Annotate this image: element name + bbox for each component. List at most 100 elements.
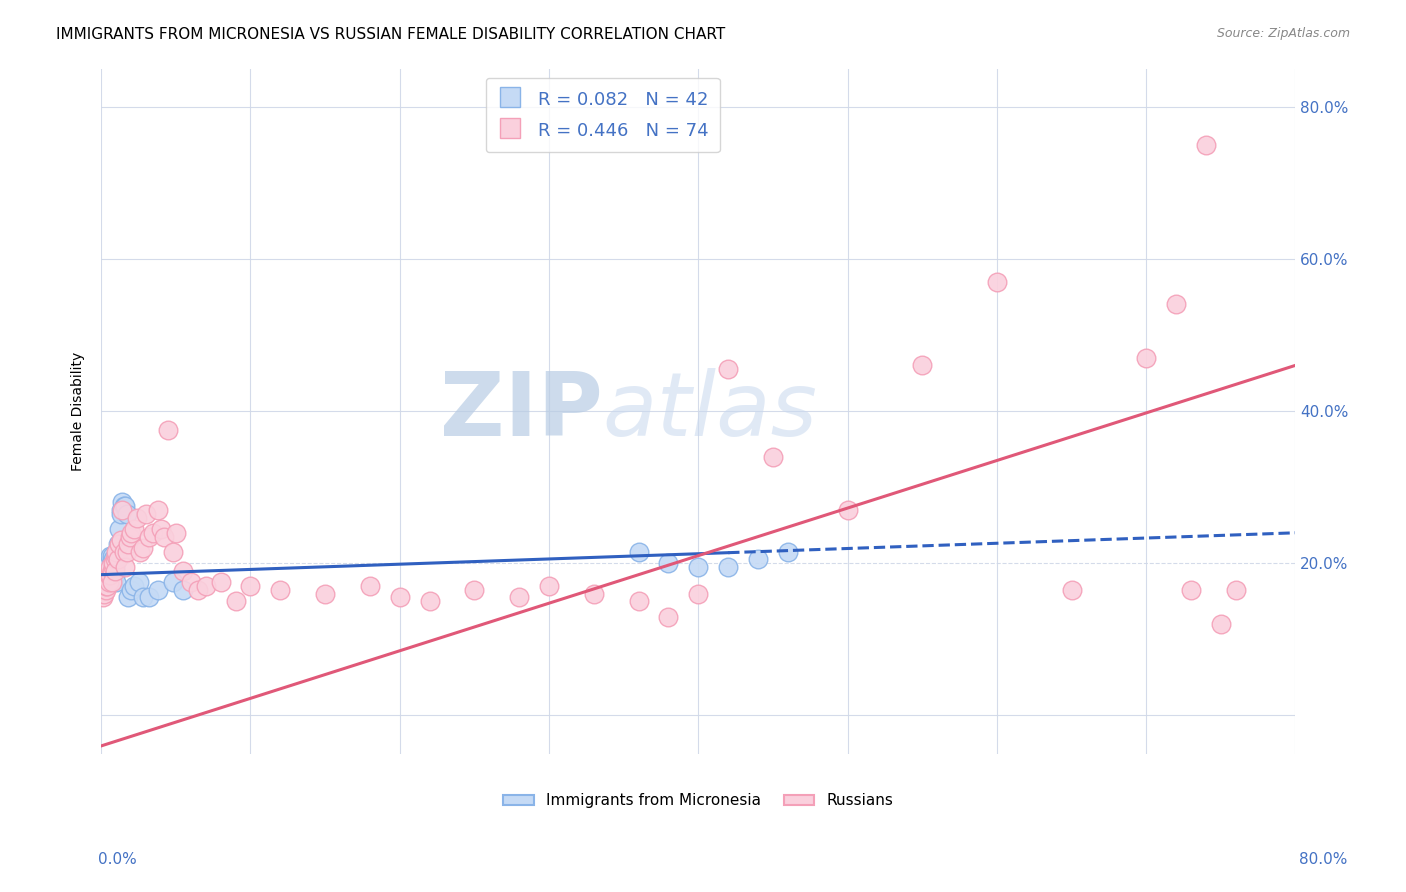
Point — [108, 537, 131, 551]
Point — [105, 549, 128, 563]
Point — [627, 545, 650, 559]
Point — [142, 525, 165, 540]
Point — [115, 545, 138, 559]
Point — [688, 560, 710, 574]
Point — [112, 545, 135, 559]
Point — [657, 556, 679, 570]
Point — [132, 591, 155, 605]
Text: Source: ZipAtlas.com: Source: ZipAtlas.com — [1216, 27, 1350, 40]
Point — [1135, 351, 1157, 365]
Point — [146, 503, 169, 517]
Point — [172, 582, 194, 597]
Point — [1195, 137, 1218, 152]
Point — [125, 510, 148, 524]
Text: 80.0%: 80.0% — [1299, 852, 1347, 867]
Point — [110, 533, 132, 548]
Text: atlas: atlas — [603, 368, 818, 454]
Point — [96, 560, 118, 574]
Point — [107, 537, 129, 551]
Point — [911, 359, 934, 373]
Point — [96, 579, 118, 593]
Point — [101, 560, 124, 574]
Point — [98, 560, 121, 574]
Point — [239, 579, 262, 593]
Text: 0.0%: 0.0% — [98, 852, 138, 867]
Point — [114, 560, 136, 574]
Point — [91, 575, 114, 590]
Point — [94, 579, 117, 593]
Point — [165, 525, 187, 540]
Point — [101, 556, 124, 570]
Point — [104, 552, 127, 566]
Point — [100, 564, 122, 578]
Point — [104, 560, 127, 574]
Point — [93, 564, 115, 578]
Point — [837, 503, 859, 517]
Point — [91, 591, 114, 605]
Point — [388, 591, 411, 605]
Point — [162, 575, 184, 590]
Point — [93, 567, 115, 582]
Point — [94, 564, 117, 578]
Point — [419, 594, 441, 608]
Point — [762, 450, 785, 464]
Point — [138, 591, 160, 605]
Point — [132, 541, 155, 555]
Text: IMMIGRANTS FROM MICRONESIA VS RUSSIAN FEMALE DISABILITY CORRELATION CHART: IMMIGRANTS FROM MICRONESIA VS RUSSIAN FE… — [56, 27, 725, 42]
Point — [100, 567, 122, 582]
Point — [104, 567, 127, 582]
Point — [98, 549, 121, 563]
Point — [97, 556, 120, 570]
Point — [94, 582, 117, 597]
Point — [107, 552, 129, 566]
Point — [157, 423, 180, 437]
Point — [187, 582, 209, 597]
Point — [1164, 297, 1187, 311]
Point — [122, 522, 145, 536]
Point — [105, 575, 128, 590]
Point — [194, 579, 217, 593]
Text: ZIP: ZIP — [440, 368, 603, 455]
Point — [162, 545, 184, 559]
Point — [153, 530, 176, 544]
Point — [269, 582, 291, 597]
Point — [776, 545, 799, 559]
Point — [128, 575, 150, 590]
Point — [657, 609, 679, 624]
Point — [688, 587, 710, 601]
Point — [146, 582, 169, 597]
Point — [122, 579, 145, 593]
Point — [105, 549, 128, 563]
Y-axis label: Female Disability: Female Disability — [72, 351, 86, 471]
Point — [135, 507, 157, 521]
Point — [582, 587, 605, 601]
Point — [104, 564, 127, 578]
Point — [93, 587, 115, 601]
Point — [1060, 582, 1083, 597]
Point — [111, 495, 134, 509]
Point — [93, 575, 115, 590]
Point — [94, 575, 117, 590]
Point — [100, 575, 122, 590]
Point — [314, 587, 336, 601]
Point — [96, 579, 118, 593]
Point — [138, 530, 160, 544]
Point — [97, 575, 120, 590]
Point — [1225, 582, 1247, 597]
Point — [98, 575, 121, 590]
Point — [91, 582, 114, 597]
Point — [986, 275, 1008, 289]
Point — [120, 525, 142, 540]
Legend: Immigrants from Micronesia, Russians: Immigrants from Micronesia, Russians — [498, 787, 900, 814]
Point — [359, 579, 381, 593]
Point — [115, 507, 138, 521]
Point — [538, 579, 561, 593]
Point — [717, 362, 740, 376]
Point — [108, 522, 131, 536]
Point — [100, 549, 122, 563]
Point — [172, 564, 194, 578]
Point — [117, 537, 139, 551]
Point — [98, 567, 121, 582]
Point — [209, 575, 232, 590]
Point — [97, 567, 120, 582]
